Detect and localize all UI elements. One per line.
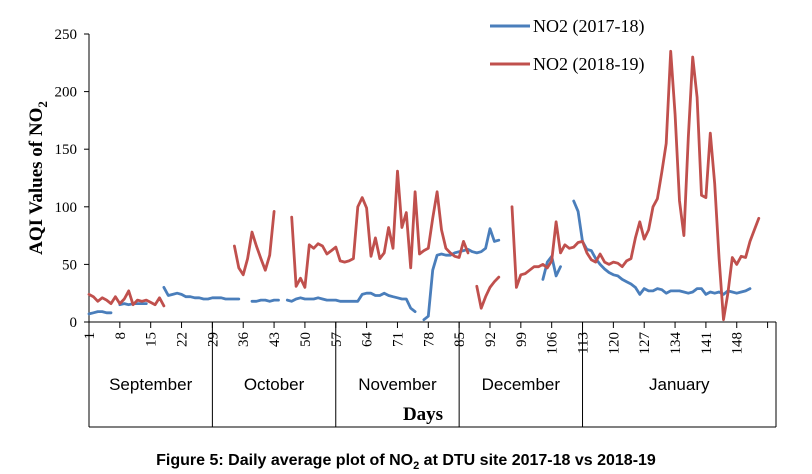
x-tick-label: 64 [360,332,376,348]
month-label: October [244,375,305,394]
chart-legend: NO2 (2017-18) NO2 (2018-19) [490,16,644,75]
x-tick-label: 50 [298,332,314,347]
series-layer [87,49,761,322]
x-tick-label: 43 [267,332,283,347]
series-line-segment [162,285,241,301]
x-tick-label: 92 [483,332,499,347]
axes-layer: 0 50 100 150 200 250 1 8 15 22 29 36 43 50 57 64 71 78 85 9… [55,27,777,428]
caption-main: Figure 5: Daily average plot of NO [156,452,413,469]
x-tick-label: 71 [390,332,406,347]
series-line-segment [510,49,761,322]
x-tick-label: 134 [668,332,684,355]
month-label: September [109,375,192,394]
month-label: November [358,375,437,394]
x-tick-label: 113 [576,332,592,354]
series-line-segment [475,275,501,310]
x-tick-label: 127 [637,332,653,355]
x-tick-label: 8 [113,332,129,340]
legend-label: NO2 (2017-18) [533,16,644,37]
series-line-segment [232,209,276,277]
x-tick-label: 120 [606,332,622,355]
x-tick-label: 57 [329,332,345,348]
x-tick-label: 36 [236,332,252,348]
x-tick-label: 78 [421,332,437,347]
x-tick-label: 15 [144,332,160,347]
x-tick-label: 99 [514,332,530,347]
y-tick-label: 150 [55,142,78,158]
series-line-segment [250,298,280,303]
x-tick-label: 85 [452,332,468,347]
y-tick-label: 50 [62,257,77,273]
x-tick-label: 1 [82,332,98,340]
series-line-segment [290,169,470,289]
x-tick-label: 29 [205,332,221,347]
month-label: December [482,375,561,394]
figure-caption: Figure 5: Daily average plot of NO2 at D… [156,452,656,472]
y-tick-label: 250 [55,27,78,43]
caption-subscript: 2 [413,460,419,472]
x-tick-label: 141 [699,332,715,355]
series-line-segment [572,199,752,296]
y-axis-title-subscript: 2 [35,101,50,108]
x-tick-label: 22 [175,332,191,347]
month-label: January [649,375,710,394]
y-axis-title-main: AQI Values of NO [26,108,47,255]
x-axis-title: Days [403,404,443,425]
series-2 [87,49,761,322]
legend-label: NO2 (2018-19) [533,54,644,75]
series-line-segment [87,289,166,308]
y-axis-title: AQI Values of NO2 [26,101,50,255]
y-tick-label: 0 [70,315,78,331]
series-line-segment [285,291,417,314]
caption-rest: at DTU site 2017-18 vs 2018-19 [419,452,656,469]
y-tick-label: 200 [55,85,78,101]
series-line-segment [422,227,501,322]
x-tick-label: 148 [730,332,746,355]
y-tick-label: 100 [55,200,78,216]
series-line-segment [87,310,113,316]
x-tick-label: 106 [545,332,561,355]
